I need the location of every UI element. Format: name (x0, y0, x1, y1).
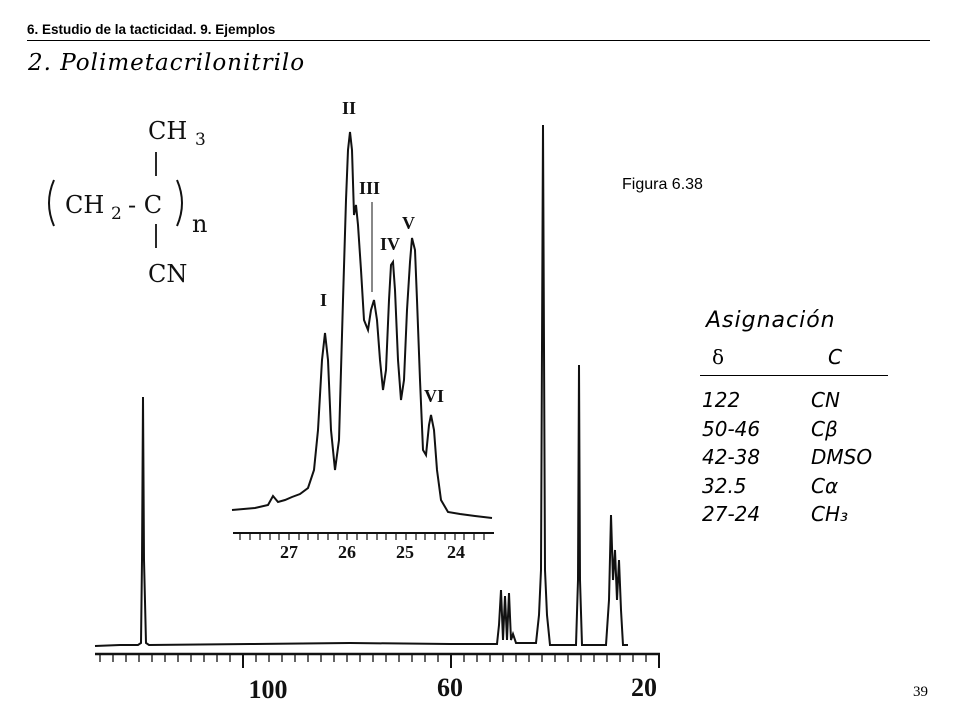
assignment-row: 122 CN (700, 388, 900, 417)
page-number: 39 (913, 684, 928, 700)
assignment-shift: 27-24 (702, 502, 761, 526)
assignment-title: Asignación (706, 308, 836, 333)
main-axis-minor-ticks (99, 654, 647, 662)
peak-label-v: V (402, 213, 415, 233)
main-axis-major-ticks (242, 654, 660, 668)
assignment-carbon: CN (811, 388, 840, 412)
structure-ch2-subscript: 2 (111, 204, 122, 224)
peak-label-iii: III (359, 178, 380, 198)
structure-right-paren (176, 179, 183, 227)
section-title: 2. Polimetacrilonitrilo (28, 50, 306, 76)
assignment-shift: 122 (702, 388, 741, 412)
running-header: 6. Estudio de la tacticidad. 9. Ejemplos (27, 22, 930, 41)
assignment-row: 32.5 Cα (700, 474, 900, 503)
assignment-carbon: Cβ (811, 416, 838, 441)
peak-label-ii: II (342, 98, 356, 118)
assignment-header-carbon: C (828, 345, 842, 369)
structure-cn: CN (148, 260, 187, 288)
main-axis-tick-20: 20 (631, 673, 657, 702)
peak-label-vi: VI (424, 386, 444, 406)
structure-left-paren (48, 179, 55, 227)
structure-repeat-n: n (192, 210, 207, 238)
assignment-shift: 32.5 (702, 473, 747, 498)
assignment-rows: 122 CN 50-46 Cβ 42-38 DMSO 32.5 Cα 27-24… (700, 388, 900, 531)
main-spectrum-trace (94, 124, 628, 647)
assignment-shift: 50-46 (702, 416, 761, 441)
inset-axis-tick-26: 26 (338, 542, 356, 562)
assignment-row: 50-46 Cβ (700, 417, 900, 446)
assignment-header-row: δ C (700, 345, 888, 376)
assignment-carbon: Cα (811, 473, 839, 498)
header-text: 6. Estudio de la tacticidad. 9. Ejemplos (27, 22, 276, 37)
inset-spectrum-trace (231, 131, 493, 519)
peak-label-iv: IV (380, 234, 400, 254)
assignment-row: 42-38 DMSO (700, 445, 900, 474)
main-axis-tick-100: 100 (249, 675, 288, 704)
inset-axis-tick-25: 25 (396, 542, 414, 562)
figure-label: Figura 6.38 (622, 176, 703, 193)
inset-axis-tick-27: 27 (280, 542, 298, 562)
structure-ch3: CH (148, 117, 187, 145)
structure-ch3-subscript: 3 (195, 130, 206, 150)
peak-label-i: I (320, 290, 327, 310)
assignment-carbon: CH₃ (811, 502, 849, 526)
assignment-carbon: DMSO (811, 445, 873, 469)
assignment-header-delta: δ (712, 345, 725, 369)
assignment-row: 27-24 CH₃ (700, 502, 900, 531)
assignment-table: Asignación δ C 122 CN 50-46 Cβ 42-38 DMS… (700, 308, 900, 531)
chemical-structure: CH 3 CH 2 - C n CN (48, 117, 207, 288)
assignment-shift: 42-38 (702, 445, 761, 469)
structure-quaternary-c: - C (128, 191, 162, 219)
structure-ch2: CH (65, 191, 104, 219)
inset-axis-tick-24: 24 (447, 542, 465, 562)
inset-axis-ticks (239, 533, 485, 540)
main-axis-tick-60: 60 (437, 673, 463, 702)
